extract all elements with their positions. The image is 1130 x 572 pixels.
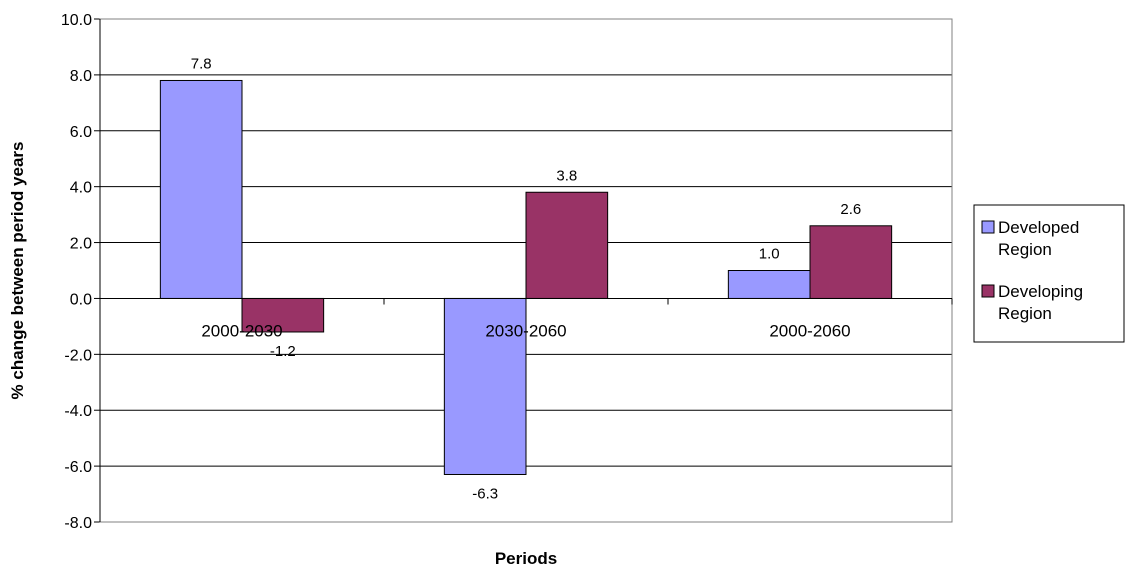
data-label: 2.6 [840,201,861,218]
y-tick-label: 6.0 [70,124,92,141]
bar [241,297,325,333]
category-label: 2000-2030 [201,321,282,340]
y-tick-label: -2.0 [64,347,92,364]
data-labels: 7.8 -6.3 1.0 -1.2 3.8 2.6 [191,55,862,502]
category-label: 2000-2060 [769,321,850,340]
legend-swatch [981,284,995,298]
legend-label: Developed [998,218,1079,237]
legend-label: Region [998,304,1052,323]
y-tick-label: 4.0 [70,180,92,197]
y-axis-title: % change between period years [8,142,27,400]
bars [159,79,893,475]
data-label: -6.3 [472,485,498,502]
data-label: -1.2 [270,343,296,360]
legend: Developed Region Developing Region [973,204,1125,343]
legend-label: Region [998,240,1052,259]
y-tick-label: 2.0 [70,236,92,253]
legend-label: Developing [998,282,1083,301]
legend-box [973,204,1125,343]
data-label: 7.8 [191,55,212,72]
bar [809,225,893,299]
bar [159,79,243,299]
y-tick-label: -4.0 [64,403,92,420]
y-tick-label: -6.0 [64,459,92,476]
y-tick-label: 10.0 [61,12,92,29]
y-tick-label: 0.0 [70,291,92,308]
y-tick-labels: 10.0 8.0 6.0 4.0 2.0 0.0 -2.0 -4.0 -6.0 -8.0 [61,12,92,532]
y-tick-label: 8.0 [70,68,92,85]
axes [94,18,953,523]
x-axis-title: Periods [495,549,557,568]
bar [727,270,811,299]
bar [525,191,609,299]
category-labels: 2000-2030 2030-2060 2000-2060 [201,321,850,340]
y-tick-label: -8.0 [64,515,92,532]
data-label: 3.8 [556,167,577,184]
legend-swatch [981,220,995,234]
category-label: 2030-2060 [485,321,566,340]
data-label: 1.0 [759,246,780,263]
